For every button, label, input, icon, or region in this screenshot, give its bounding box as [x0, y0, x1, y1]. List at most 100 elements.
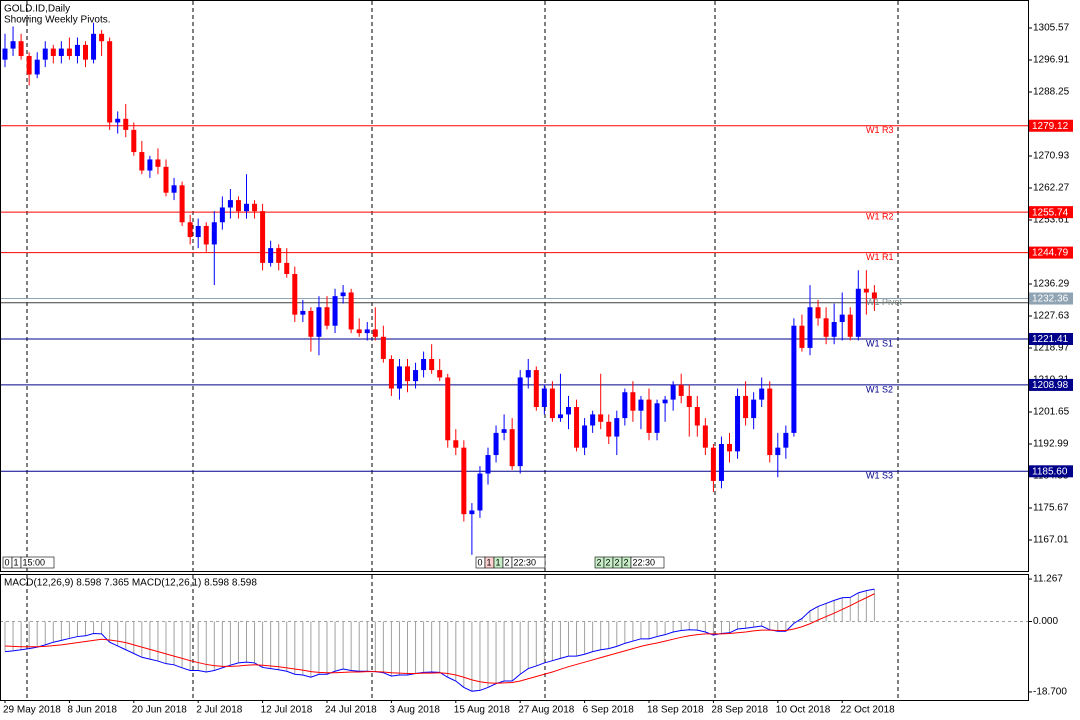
x-tick-label: 29 May 2018	[3, 705, 61, 716]
macd-title: MACD(12,26,9) 8.598 7.365 MACD(12,26,1) …	[4, 578, 257, 589]
candle-body	[533, 370, 539, 408]
candle-body	[670, 384, 676, 400]
candle-body	[26, 55, 32, 75]
x-tick-label: 15 Aug 2018	[454, 705, 511, 716]
price-box	[1029, 332, 1073, 345]
candle-body	[566, 407, 571, 415]
x-tick-label: 3 Aug 2018	[389, 705, 440, 716]
y-tick-label: 1270.93	[1033, 151, 1070, 162]
candle-body	[871, 292, 877, 299]
candle-body	[469, 510, 475, 515]
candle-body	[2, 48, 8, 60]
candle-body	[83, 44, 88, 60]
y-tick-label: 1227.63	[1033, 311, 1070, 322]
candle-body	[332, 296, 338, 326]
y-tick-label: 1175.67	[1033, 503, 1069, 514]
x-tick-label: 6 Sep 2018	[583, 705, 635, 716]
macd-panel-frame	[0, 574, 1029, 701]
session-label: 2	[505, 557, 510, 567]
y-tick-label: 1236.29	[1033, 279, 1070, 290]
x-tick-label: 12 Jul 2018	[261, 705, 313, 716]
candle-body	[219, 207, 225, 223]
session-label: 1	[487, 557, 492, 567]
signal-line	[4, 593, 875, 684]
chart-title: GOLD.ID,Daily	[4, 4, 70, 15]
y-tick-label: 1218.97	[1033, 343, 1070, 354]
candle-body	[557, 414, 563, 419]
y-tick-label: 1288.25	[1033, 87, 1070, 98]
candle-body	[195, 225, 201, 238]
session-label: 1	[14, 557, 19, 567]
candle-body	[847, 314, 853, 337]
candle-body	[710, 447, 716, 481]
candle-body	[284, 262, 290, 274]
candle-body	[18, 41, 24, 56]
candle-body	[477, 473, 483, 511]
price-box	[1029, 206, 1073, 219]
macd-y-tick-label: -18.700	[1033, 687, 1067, 698]
candle-body	[316, 307, 322, 337]
x-tick-label: 24 Jul 2018	[325, 705, 377, 716]
candle-body	[252, 203, 258, 212]
candle-body	[340, 292, 346, 297]
y-tick-label: 1305.57	[1033, 23, 1070, 34]
y-tick-label: 1253.61	[1033, 215, 1070, 226]
candle-body	[799, 325, 805, 348]
candle-body	[300, 310, 306, 315]
session-box	[511, 556, 546, 569]
price-box-label: 1279.12	[1032, 121, 1069, 132]
pivot-level-name: W1 S1	[866, 338, 893, 348]
x-tick-label: 27 Aug 2018	[518, 705, 575, 716]
macd-y-tick-label: 11.267	[1033, 574, 1063, 585]
candle-body	[453, 440, 459, 448]
candle-body	[509, 429, 515, 467]
candle-body	[413, 370, 419, 382]
session-box	[20, 556, 55, 569]
candle-body	[429, 358, 435, 371]
session-label: 15:00	[23, 557, 46, 567]
candle-body	[831, 322, 837, 337]
y-tick-label: 1192.99	[1033, 439, 1069, 450]
x-tick-label: 8 Jun 2018	[67, 705, 117, 716]
candle-body	[10, 41, 16, 49]
candle-body	[163, 166, 169, 193]
period-separators	[26, 1, 899, 700]
price-panel-frame	[0, 0, 1029, 572]
price-box-label: 1221.41	[1032, 334, 1069, 345]
y-tick-label: 1296.91	[1033, 55, 1070, 66]
candle-body	[823, 318, 829, 337]
candle-body	[276, 248, 282, 263]
candle-body	[405, 366, 410, 382]
candle-body	[751, 399, 757, 419]
candle-body	[179, 185, 185, 223]
candle-body	[590, 414, 596, 426]
candle-body	[743, 395, 749, 419]
candle-body	[694, 407, 700, 426]
price-box-label: 1244.79	[1032, 248, 1069, 259]
candle-body	[493, 432, 499, 456]
candle-body	[244, 203, 249, 212]
price-box-label: 1232.36	[1032, 294, 1069, 305]
candle-body	[34, 59, 40, 75]
candle-body	[485, 455, 491, 474]
candle-body	[783, 432, 789, 448]
candle-body	[606, 421, 612, 437]
candle-body	[839, 314, 845, 323]
candle-body	[574, 407, 580, 448]
candle-body	[598, 414, 604, 422]
x-tick-label: 10 Oct 2018	[776, 705, 831, 716]
candle-body	[171, 185, 177, 193]
candle-body	[501, 429, 507, 433]
candle-body	[654, 403, 660, 433]
candle-body	[187, 222, 193, 238]
candle-body	[686, 395, 692, 408]
candle-body	[364, 329, 370, 334]
price-box-label: 1208.98	[1032, 380, 1069, 391]
session-box	[630, 556, 665, 569]
candle-body	[678, 384, 684, 396]
candle-body	[759, 388, 765, 400]
candle-body	[855, 288, 861, 337]
candle-body	[131, 129, 137, 153]
candle-body	[380, 336, 386, 359]
session-label: 2	[597, 557, 602, 567]
